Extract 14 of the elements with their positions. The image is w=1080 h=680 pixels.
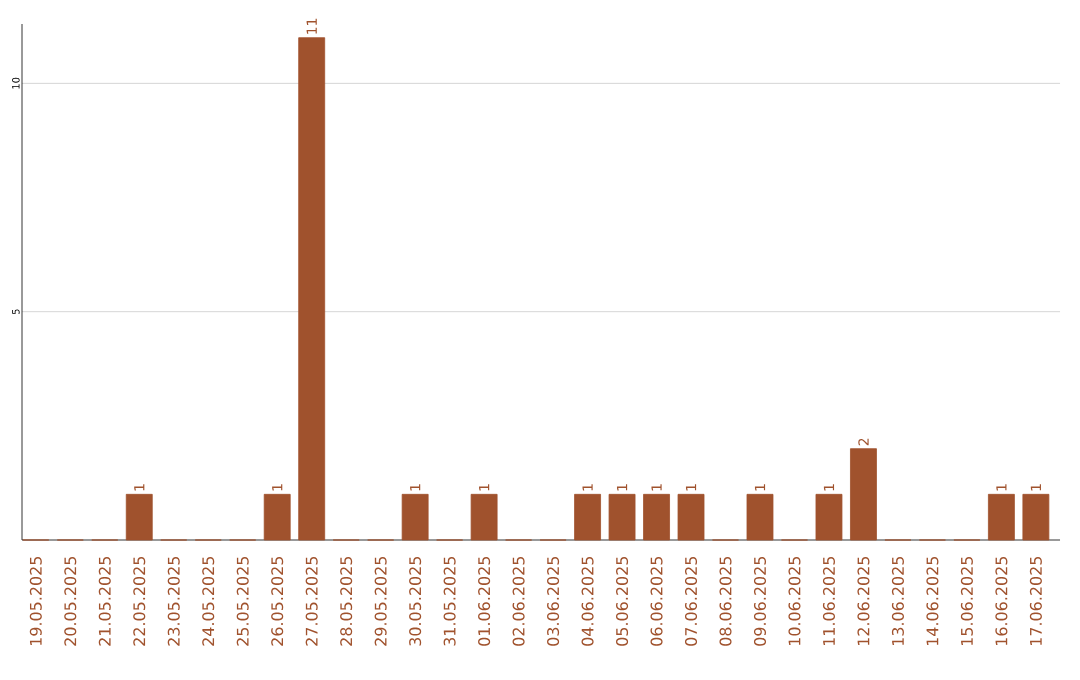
bar [677,493,705,541]
bar [470,493,498,541]
bar [815,493,843,541]
bar [643,493,670,541]
bar [746,493,774,541]
bar [608,493,636,541]
bar [401,493,429,541]
bar [850,448,877,541]
bar [574,493,601,541]
bar [298,37,326,541]
bar [987,493,1015,541]
bar [1022,493,1050,541]
bar [263,493,291,541]
bar [125,493,153,541]
